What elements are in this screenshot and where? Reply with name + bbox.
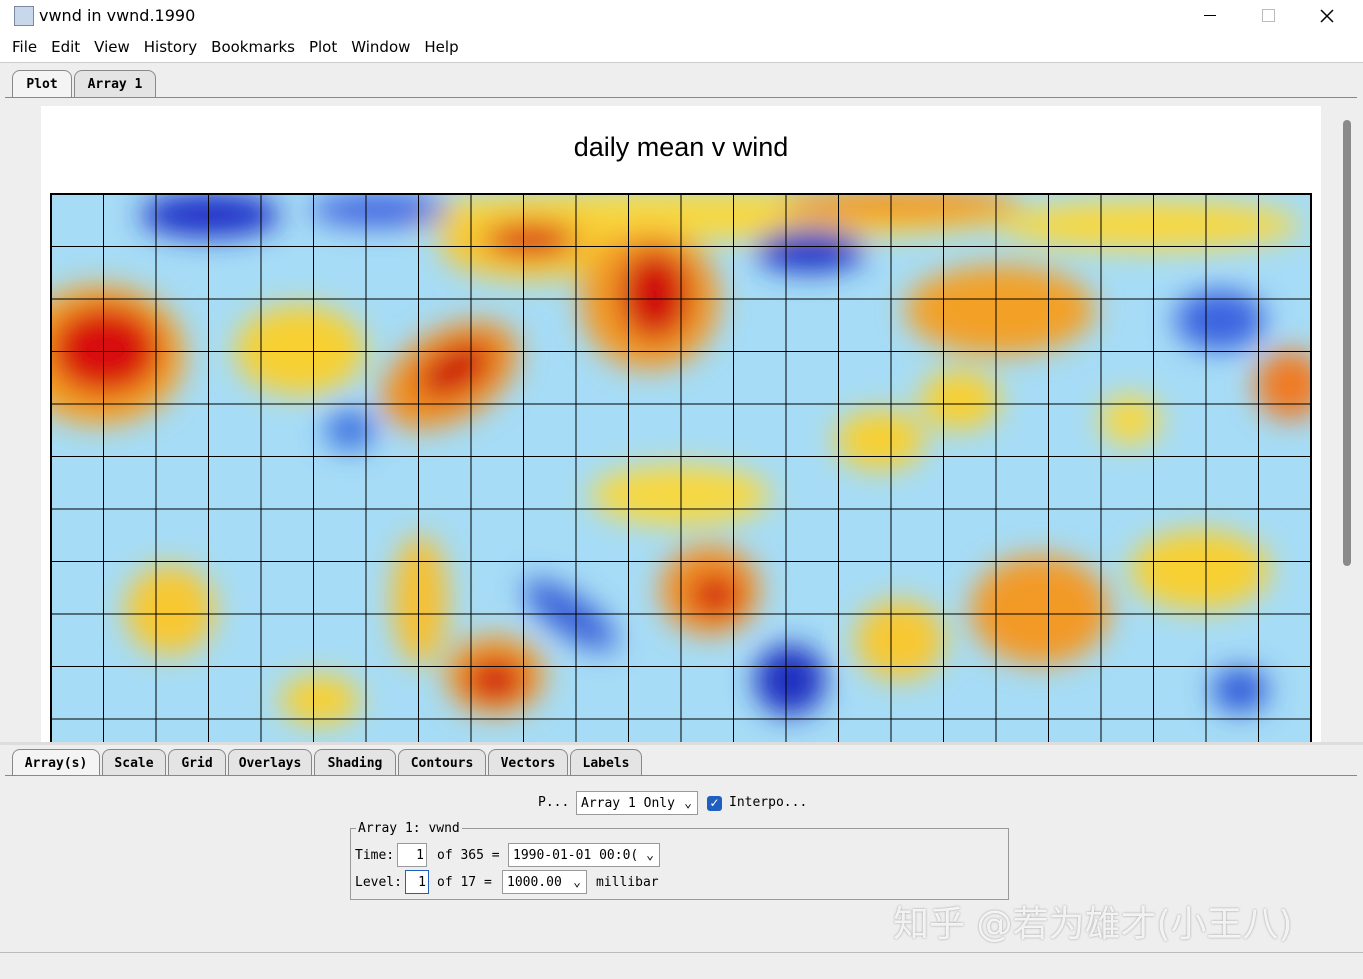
plot-label: P... <box>538 795 570 810</box>
tab[interactable]: Shading <box>314 749 396 776</box>
title-bar: vwnd in vwnd.1990 <box>0 0 1363 32</box>
plot-title: daily mean v wind <box>573 132 789 162</box>
splitter[interactable] <box>0 742 1363 745</box>
tab-row: Plot Array 1 <box>0 68 1363 98</box>
time-select[interactable]: 1990-01-01 00:0( ⌄ <box>508 843 660 867</box>
menu-item[interactable]: File <box>12 38 38 56</box>
menu-item[interactable]: Help <box>424 38 459 56</box>
select-value: 1990-01-01 00:0( <box>513 847 639 863</box>
dropdown-arrow: ⌄ <box>573 874 581 890</box>
heatmap <box>51 194 1311 742</box>
array-group <box>350 828 1009 900</box>
dropdown-arrow: ⌄ <box>684 795 692 811</box>
minimize-button[interactable] <box>1204 15 1216 16</box>
select-value: 1000.00 <box>507 874 562 890</box>
tab[interactable]: Array(s) <box>12 749 100 776</box>
tab[interactable]: Scale <box>102 749 166 776</box>
separator <box>0 62 1363 63</box>
level-select[interactable]: 1000.00 ⌄ <box>502 870 587 894</box>
scrollbar-thumb[interactable] <box>1343 120 1351 566</box>
menu-item[interactable]: Bookmarks <box>211 38 295 56</box>
tab[interactable]: Vectors <box>488 749 568 776</box>
time-label: Time: <box>355 848 395 863</box>
menu-item[interactable]: Edit <box>51 38 81 56</box>
status-line <box>0 952 1363 953</box>
app-icon <box>14 6 34 26</box>
interpolate-label: Interpo... <box>729 795 808 810</box>
tab[interactable]: Array 1 <box>74 70 156 97</box>
field-value: 1 <box>416 847 424 863</box>
time-of: of 365 = <box>437 848 500 863</box>
level-label: Level: <box>355 875 402 890</box>
level-index[interactable]: 1 <box>405 870 429 894</box>
menu-item[interactable]: Window <box>351 38 411 56</box>
menu-item[interactable]: History <box>143 38 198 56</box>
field-value: 1 <box>418 874 426 890</box>
level-unit: millibar <box>596 875 659 890</box>
map-frame <box>50 193 1312 742</box>
plot-select[interactable]: Array 1 Only ⌄ <box>576 791 698 815</box>
tab-line <box>5 97 1357 98</box>
dropdown-arrow: ⌄ <box>646 847 654 863</box>
tab[interactable]: Overlays <box>228 749 312 776</box>
group-title: Array 1: vwnd <box>356 821 462 836</box>
panel-tab-row: Array(s) Scale Grid Overlays Shading Contours… <box>0 748 1363 776</box>
map <box>50 193 1312 742</box>
close-button[interactable] <box>1320 9 1334 23</box>
menu-bar: File Edit View History Bookmarks Plot Window He… <box>0 32 1363 62</box>
menu-item[interactable]: View <box>94 38 130 56</box>
interpolate-checkbox[interactable]: ✓ <box>707 796 722 811</box>
tab-line <box>5 775 1357 776</box>
window-title: vwnd in vwnd.1990 <box>39 6 196 25</box>
tab[interactable]: Labels <box>570 749 642 776</box>
grid <box>51 194 1311 742</box>
maximize-button[interactable] <box>1262 9 1275 22</box>
menu-item[interactable]: Plot <box>308 38 338 56</box>
time-index[interactable]: 1 <box>397 843 427 867</box>
select-value: Array 1 Only <box>581 795 675 811</box>
watermark: 知乎 @若为雄才(小王八) <box>893 904 1293 945</box>
tab[interactable]: Contours <box>398 749 486 776</box>
level-of: of 17 = <box>437 875 492 890</box>
tab[interactable]: Plot <box>12 70 72 97</box>
tab[interactable]: Grid <box>168 749 226 776</box>
